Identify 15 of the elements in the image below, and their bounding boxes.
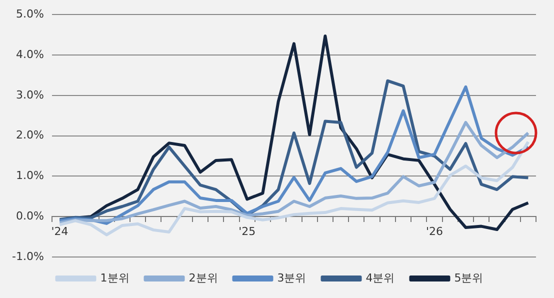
legend-label: 2분위	[188, 271, 218, 284]
y-tick-label: -1.0%	[12, 250, 44, 263]
y-tick-label: 0.0%	[16, 209, 44, 222]
legend-label: 5분위	[454, 271, 484, 284]
y-tick-label: 4.0%	[16, 48, 44, 61]
x-tick-label: '24	[51, 225, 68, 238]
x-tick-label: '26	[426, 225, 444, 238]
legend-label: 3분위	[277, 271, 306, 284]
x-tick-label: '25	[238, 225, 256, 238]
y-tick-label: 5.0%	[16, 7, 44, 20]
y-tick-label: 2.0%	[16, 128, 44, 142]
y-tick-label: 1.0%	[16, 169, 44, 182]
legend-label: 1분위	[100, 271, 130, 284]
y-tick-label: 3.0%	[16, 88, 44, 102]
legend-label: 4분위	[366, 271, 395, 284]
